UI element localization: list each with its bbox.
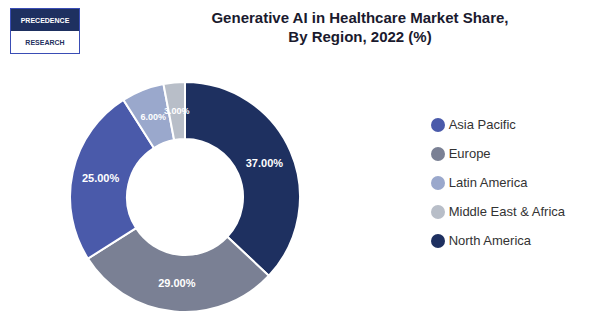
svg-text:25.00%: 25.00% — [82, 172, 120, 184]
svg-text:3.00%: 3.00% — [164, 106, 190, 116]
html-text:Middle East & Africa: Middle East & Africa — [448, 204, 565, 219]
html-text:Asia Pacific: Asia Pacific — [448, 117, 516, 132]
html-text:PRECEDENCE: PRECEDENCE — [20, 16, 70, 24]
html-text:Europe: Europe — [448, 146, 491, 161]
svg-text:29.00%: 29.00% — [158, 277, 196, 289]
html-text:Generative AI in Healthcare Ma: Generative AI in Healthcare Market Share… — [211, 9, 509, 45]
svg-text:6.00%: 6.00% — [140, 112, 166, 122]
html-text:Latin America: Latin America — [448, 175, 528, 190]
svg-text:37.00%: 37.00% — [246, 157, 284, 169]
html-text:North America: North America — [448, 233, 531, 248]
html-text:RESEARCH: RESEARCH — [25, 38, 65, 46]
